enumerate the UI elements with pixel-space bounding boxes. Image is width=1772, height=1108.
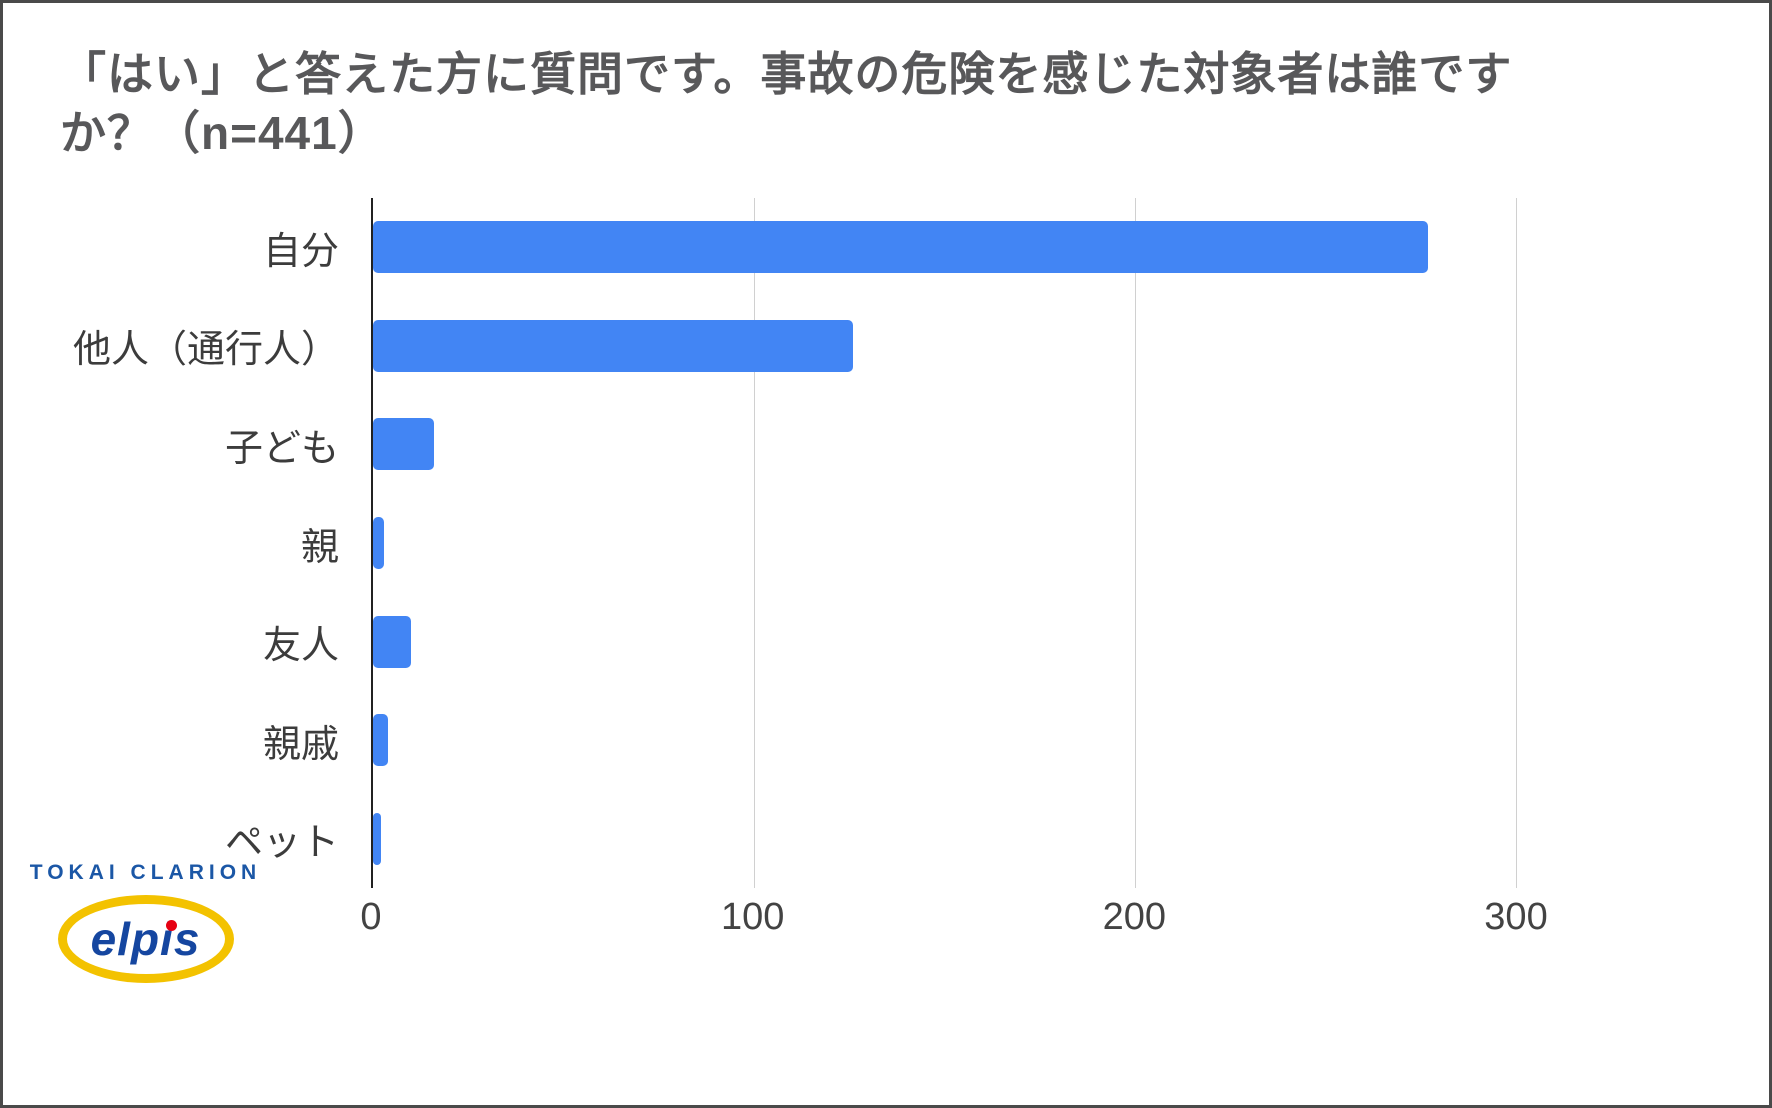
- chart-title: 「はい」と答えた方に質問です。事故の危険を感じた対象者は誰ですか？（n=441）: [60, 48, 1513, 159]
- bar-ペット: [373, 812, 381, 865]
- bar-row: [373, 494, 1516, 593]
- elpis-logo-text: elpis: [90, 913, 201, 965]
- x-tick-label: 200: [1102, 896, 1167, 938]
- bar-row: [373, 198, 1516, 297]
- bar-row: [373, 789, 1516, 888]
- bar-友人: [373, 615, 412, 668]
- gridline: [754, 198, 755, 888]
- category-label: 子ども: [224, 427, 339, 470]
- bar-親戚: [373, 714, 389, 767]
- company-name: TOKAI CLARION: [29, 861, 262, 884]
- bar-row: [373, 592, 1516, 691]
- x-tick-label: 100: [720, 896, 785, 938]
- gridline: [1516, 198, 1517, 888]
- x-tick-label: 0: [360, 896, 382, 938]
- bar-row: [373, 395, 1516, 494]
- plot-area: [371, 198, 1517, 888]
- category-label: 親戚: [262, 723, 339, 766]
- category-labels: 自分他人（通行人） 子ども親友人親戚ペット: [3, 198, 355, 888]
- category-label: 自分: [262, 230, 339, 273]
- category-label: 友人: [262, 625, 339, 668]
- elpis-logo-dot-icon: [165, 920, 177, 931]
- category-label: ペット: [224, 822, 339, 865]
- gridline: [1135, 198, 1136, 888]
- bar-自分: [373, 221, 1429, 274]
- category-label: 親: [300, 526, 339, 569]
- elpis-logo: elpis: [57, 895, 234, 983]
- x-axis-ticks: 0 100 200 300: [360, 896, 1547, 946]
- bar-親: [373, 517, 385, 570]
- category-label: 他人（通行人）: [72, 329, 339, 372]
- bar-row: [373, 691, 1516, 790]
- x-tick-label: 300: [1484, 896, 1548, 938]
- bar-子ども: [373, 418, 434, 471]
- bar-他人（通行人）: [373, 319, 854, 372]
- logo: TOKAI CLARION elpis: [28, 861, 263, 983]
- bar-row: [373, 297, 1516, 396]
